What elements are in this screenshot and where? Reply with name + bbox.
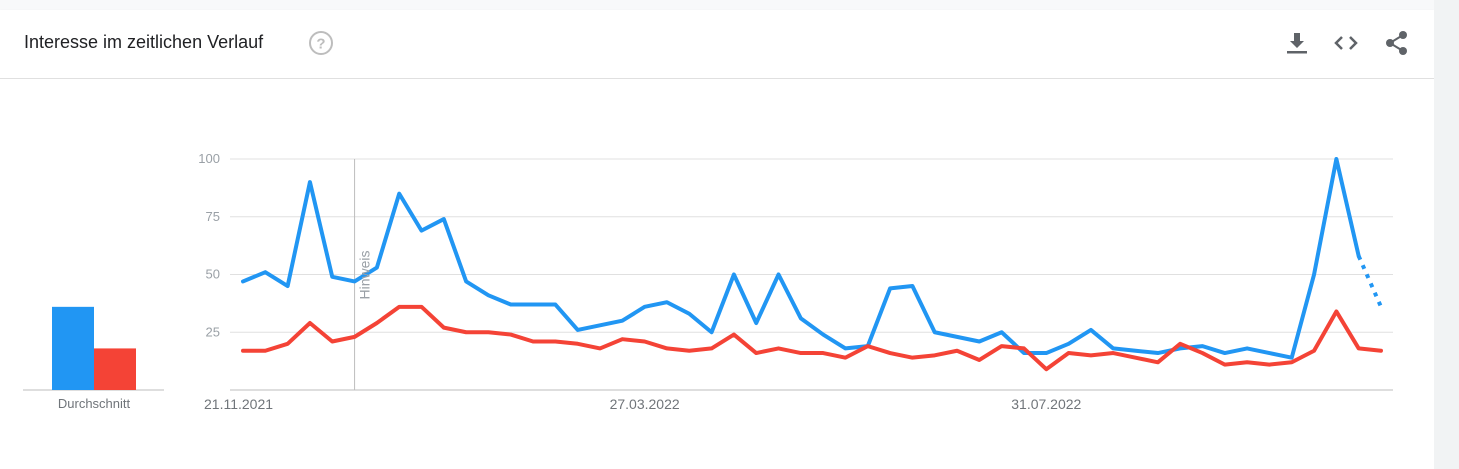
average-bar-2 [94, 348, 136, 390]
average-bars [23, 306, 164, 391]
download-icon[interactable] [1284, 30, 1310, 56]
grid-layer [230, 158, 1393, 391]
x-tick-label: 27.03.2022 [610, 396, 680, 412]
annotation-label[interactable]: Hinweis [357, 250, 373, 299]
card-title: Interesse im zeitlichen Verlauf [24, 32, 264, 52]
card-header: Interesse im zeitlichen Verlauf ? [0, 10, 1434, 79]
series-line-1 [241, 157, 1361, 360]
y-tick-label: 100 [198, 151, 220, 166]
x-tick-label: 21.11.2021 [204, 396, 273, 412]
scroll-rail [1434, 0, 1459, 469]
series-line-1-partial [1356, 255, 1383, 308]
interest-over-time-card: Interesse im zeitlichen Verlauf ? [0, 10, 1434, 469]
y-tick-label: 75 [206, 209, 220, 224]
label-layer: 25 50 75 100 Hinweis 21.11.2021 27.03.2022 31.0… [58, 151, 1082, 412]
average-bar-1 [52, 306, 94, 390]
y-tick-label: 50 [206, 267, 220, 282]
embed-icon[interactable] [1333, 30, 1359, 56]
share-icon[interactable] [1384, 30, 1410, 56]
help-icon[interactable]: ? [308, 30, 334, 56]
average-label: Durchschnitt [58, 396, 131, 411]
svg-text:?: ? [316, 36, 325, 53]
series-line-2 [241, 304, 1383, 372]
y-tick-label: 25 [206, 324, 220, 339]
x-tick-label: 31.07.2022 [1011, 396, 1081, 412]
series-layer [241, 157, 1383, 372]
